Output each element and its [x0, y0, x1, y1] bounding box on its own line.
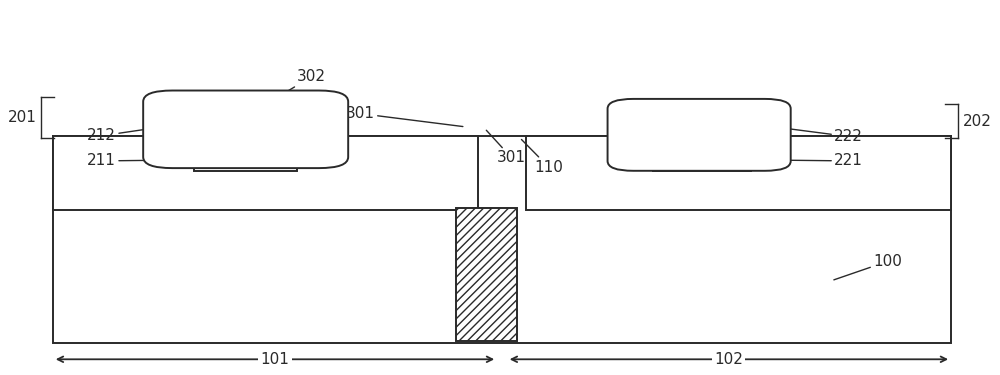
Text: 222: 222 — [743, 123, 863, 144]
Text: 221: 221 — [746, 153, 863, 168]
Text: 201: 201 — [7, 110, 36, 125]
Bar — [194, 126, 297, 171]
Text: 302: 302 — [278, 69, 326, 97]
Bar — [456, 208, 517, 341]
Text: 301: 301 — [486, 130, 526, 165]
Bar — [53, 136, 951, 343]
Bar — [53, 136, 478, 210]
FancyBboxPatch shape — [143, 90, 348, 168]
Text: 101: 101 — [261, 352, 289, 367]
Text: 102: 102 — [714, 352, 743, 367]
Text: 211: 211 — [87, 153, 199, 168]
FancyBboxPatch shape — [608, 99, 791, 171]
Text: 212: 212 — [87, 121, 202, 143]
Bar — [653, 128, 751, 171]
Bar — [526, 136, 951, 210]
Text: 100: 100 — [834, 254, 902, 280]
Text: 110: 110 — [521, 140, 563, 175]
Text: 202: 202 — [963, 114, 992, 129]
Text: 301: 301 — [346, 106, 463, 126]
